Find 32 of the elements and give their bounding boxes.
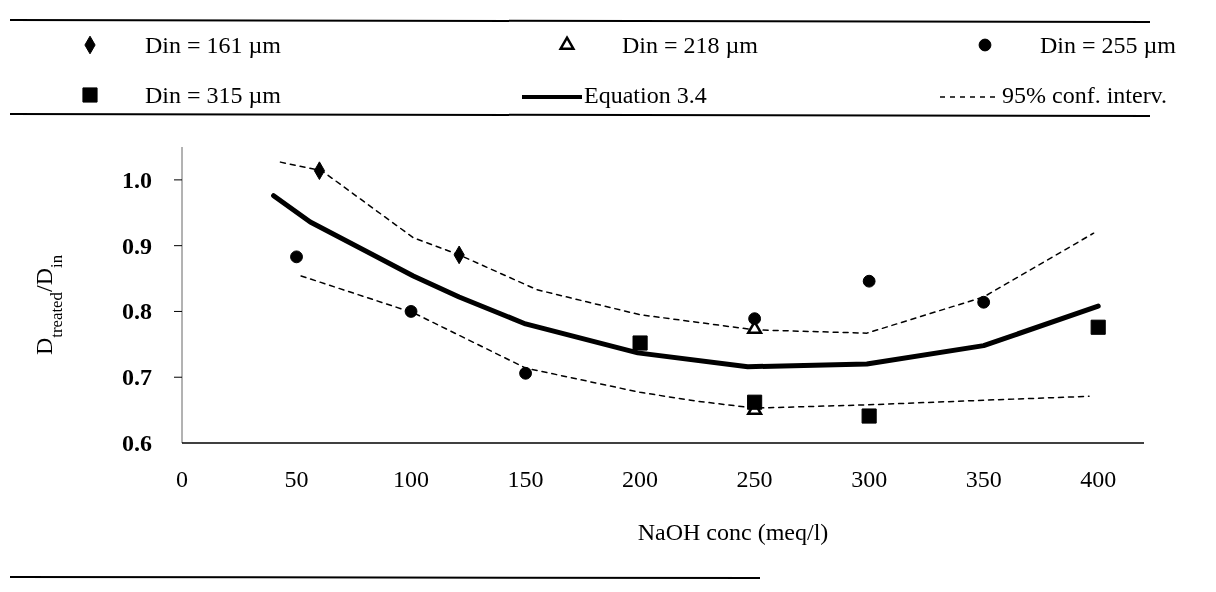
line-series [279,161,1095,334]
y-tick-label: 0.8 [122,298,152,325]
x-tick-label: 50 [284,466,309,492]
x-tick-label: 300 [851,466,888,492]
y-tick-label: 1.0 [122,166,152,193]
x-tick-label: 0 [176,466,188,492]
y-tick-label: 0.6 [122,430,152,456]
legend-label: Din = 161 µm [145,32,282,58]
legend-label: Din = 218 µm [622,32,759,58]
y-tick-label: 0.7 [122,364,152,391]
point [632,335,648,351]
y-tick-label: 0.9 [122,232,152,259]
point [862,274,876,288]
point [290,250,303,264]
legend-label: Din = 315 µm [145,82,282,108]
legend-label: Equation 3.4 [584,82,707,108]
point [1090,319,1106,335]
x-axis-title: NaOH conc (meq/l) [637,519,829,545]
point [404,305,418,318]
point [977,295,991,309]
x-tick-label: 250 [736,466,773,492]
x-tick-label: 400 [1080,466,1117,492]
x-tick-label: 350 [965,466,1002,492]
point [748,312,762,326]
legend-label: 95% conf. interv. [1002,82,1168,108]
point [861,408,877,424]
point [747,394,763,410]
x-tick-label: 150 [507,466,544,492]
point [519,366,532,380]
x-tick-label: 100 [393,466,430,492]
x-tick-label: 200 [622,466,659,492]
legend-label: Din = 255 µm [1040,32,1177,58]
